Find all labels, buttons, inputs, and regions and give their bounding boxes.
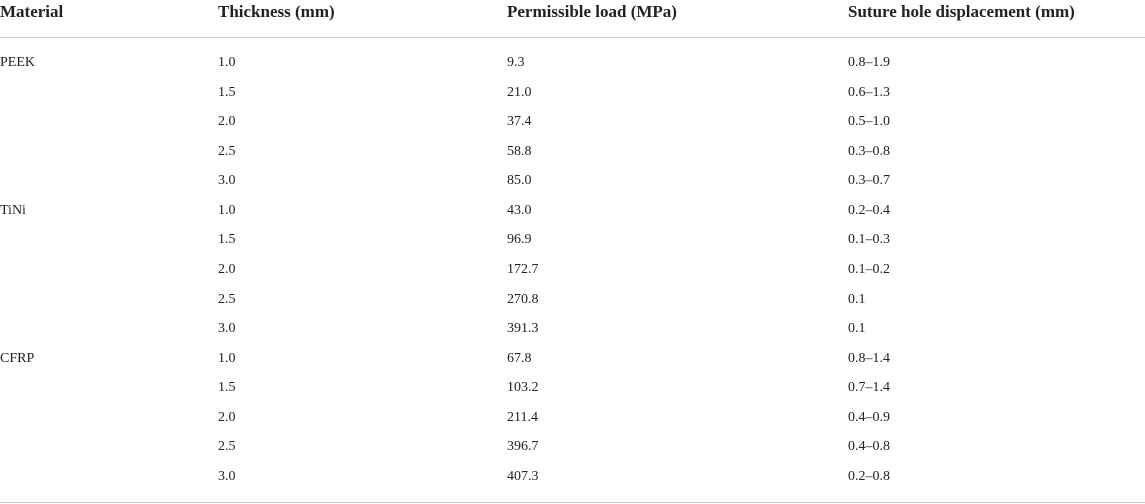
bottom-rule — [0, 502, 1145, 503]
table-cell: 2.5 — [218, 291, 236, 307]
table-cell: 0.7–1.4 — [848, 380, 890, 396]
table-cell: 21.0 — [507, 84, 532, 100]
table-cell: 1.0 — [218, 55, 236, 70]
table-cell: 96.9 — [507, 232, 532, 248]
table-cell: 3.0 — [218, 468, 236, 484]
table-cell: 391.3 — [507, 321, 539, 337]
table-cell: 2.5 — [218, 143, 236, 159]
table-cell: 0.5–1.0 — [848, 114, 890, 130]
table-cell: 0.1–0.3 — [848, 232, 890, 248]
material-cell: PEEK — [0, 55, 35, 70]
table-cell: 37.4 — [507, 114, 532, 130]
table-cell: 103.2 — [507, 380, 539, 396]
table-cell: 0.1–0.2 — [848, 261, 890, 277]
table-cell: 85.0 — [507, 173, 532, 189]
table-cell: 43.0 — [507, 202, 532, 218]
table-cell: 1.5 — [218, 232, 236, 248]
column-header: Permissible load (MPa) — [507, 2, 677, 21]
table-cell: 2.0 — [218, 261, 236, 277]
table-cell: 0.3–0.8 — [848, 143, 890, 159]
table-cell: 1.0 — [218, 350, 236, 366]
table-cell: 1.0 — [218, 202, 236, 218]
table-cell: 3.0 — [218, 173, 236, 189]
table-cell: 2.0 — [218, 114, 236, 130]
table-cell: 0.2–0.8 — [848, 468, 890, 484]
table-cell: 0.2–0.4 — [848, 202, 890, 218]
table-cell: 2.0 — [218, 409, 236, 425]
column-header: Material — [0, 2, 64, 21]
table-cell: 0.8–1.4 — [848, 350, 890, 366]
table-cell: 9.3 — [507, 55, 525, 70]
table-cell: 0.8–1.9 — [848, 55, 890, 70]
material-cell: TiNi — [0, 202, 26, 218]
table-cell: 58.8 — [507, 143, 532, 159]
column-header: Suture hole displacement (mm) — [848, 2, 1075, 21]
table-cell: 1.5 — [218, 380, 236, 396]
table-cell: 407.3 — [507, 468, 539, 484]
header-rule — [0, 37, 1145, 38]
column-header: Thickness (mm) — [218, 2, 335, 21]
table-cell: 0.6–1.3 — [848, 84, 890, 100]
table-cell: 0.4–0.9 — [848, 409, 890, 425]
table-cell: 211.4 — [507, 409, 538, 425]
table-cell: 270.8 — [507, 291, 539, 307]
table-cell: 396.7 — [507, 439, 539, 455]
table-cell: 0.1 — [848, 291, 866, 307]
material-cell: CFRP — [0, 350, 35, 366]
table-cell: 0.4–0.8 — [848, 439, 890, 455]
table-cell: 1.5 — [218, 84, 236, 100]
table-cell: 0.3–0.7 — [848, 173, 890, 189]
table-cell: 3.0 — [218, 321, 236, 337]
table-cell: 172.7 — [507, 261, 539, 277]
table-cell: 2.5 — [218, 439, 236, 455]
table-cell: 0.1 — [848, 321, 866, 337]
table-cell: 67.8 — [507, 350, 532, 366]
